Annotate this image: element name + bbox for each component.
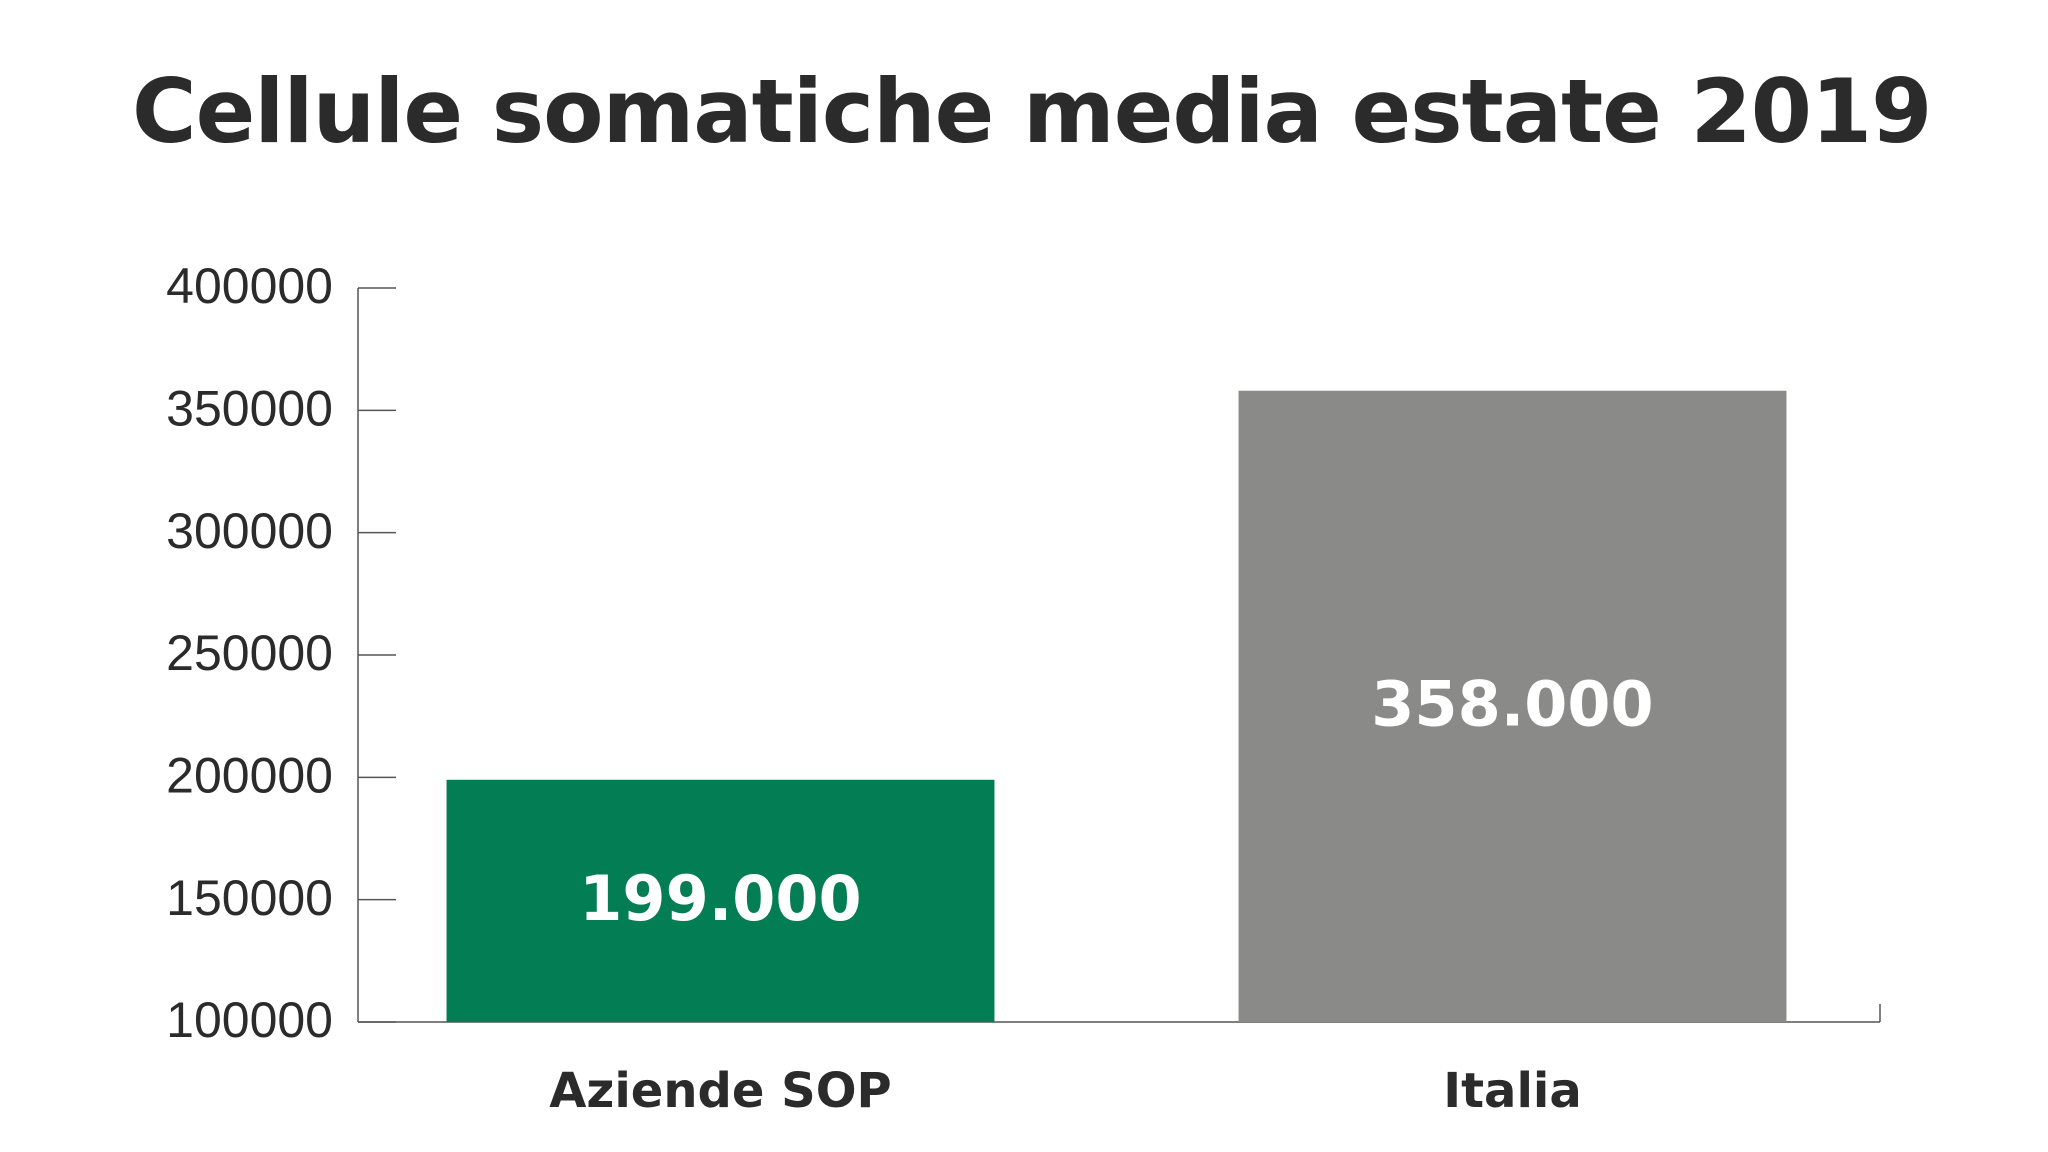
y-axis: 100000 150000 200000 250000 300000 350000 4000… xyxy=(166,258,396,1048)
bar-data-labels: 199.000 358.000 xyxy=(579,667,1653,935)
y-tick-label: 350000 xyxy=(166,381,333,437)
category-labels: Aziende SOP Italia xyxy=(549,1063,1581,1119)
bar-data-label: 199.000 xyxy=(579,862,861,935)
y-tick-label: 150000 xyxy=(166,870,333,926)
x-category-label: Aziende SOP xyxy=(549,1063,891,1119)
y-tick-label: 250000 xyxy=(166,625,333,681)
y-tick-label: 100000 xyxy=(166,992,333,1048)
bar-italia xyxy=(1238,390,1787,1022)
bar-aziende-sop xyxy=(446,779,995,1022)
y-tick-label: 300000 xyxy=(166,503,333,559)
y-tick-label: 200000 xyxy=(166,748,333,804)
bars xyxy=(446,390,1787,1022)
x-category-label: Italia xyxy=(1443,1063,1582,1119)
y-tick-label: 400000 xyxy=(166,258,333,314)
chart-title: Cellule somatiche media estate 2019 xyxy=(132,60,1932,163)
bar-data-label: 358.000 xyxy=(1371,667,1653,740)
